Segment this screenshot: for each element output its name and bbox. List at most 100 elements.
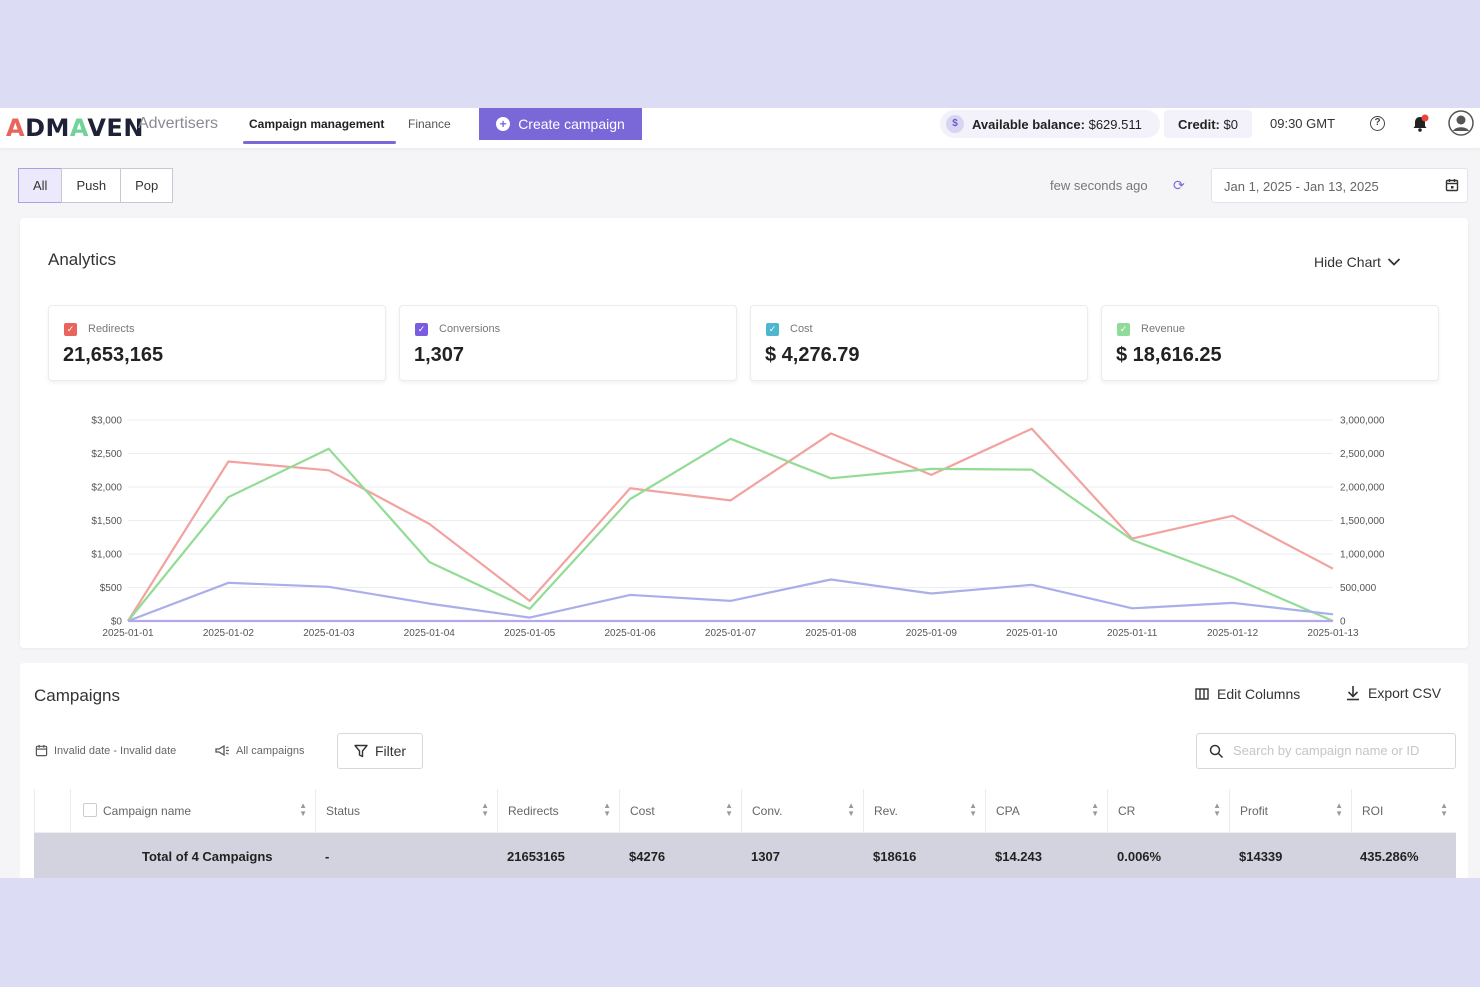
chevron-down-icon <box>1387 258 1401 266</box>
total-cr: 0.006% <box>1117 849 1162 864</box>
hide-chart-label: Hide Chart <box>1314 254 1381 270</box>
total-conversions: 1307 <box>751 849 780 864</box>
x-tick-label: 2025-01-04 <box>404 628 456 639</box>
checkbox-checked-icon[interactable]: ✓ <box>1117 323 1130 336</box>
select-all-checkbox[interactable] <box>83 803 97 817</box>
x-tick-label: 2025-01-13 <box>1307 628 1359 639</box>
y-right-tick-label: 2,500,000 <box>1340 449 1385 460</box>
x-tick-label: 2025-01-12 <box>1207 628 1259 639</box>
campaign-filter-label: All campaigns <box>236 744 305 757</box>
sort-icon: ▲ ▼ <box>725 801 733 818</box>
column-label: Redirects <box>508 804 559 818</box>
x-tick-label: 2025-01-09 <box>906 628 958 639</box>
export-csv-button[interactable]: Export CSV <box>1346 685 1441 701</box>
date-range-picker[interactable]: Jan 1, 2025 - Jan 13, 2025 <box>1211 168 1468 203</box>
metric-card-cost[interactable]: ✓ Cost $ 4,276.79 <box>750 305 1088 381</box>
hide-chart-toggle[interactable]: Hide Chart <box>1314 254 1401 270</box>
y-left-tick-label: $0 <box>111 617 123 628</box>
table-date-filter[interactable]: Invalid date - Invalid date <box>35 744 176 757</box>
column-cost[interactable]: Cost ▲ ▼ <box>619 789 741 833</box>
logo-letter: A <box>69 114 88 142</box>
total-status: - <box>325 849 330 864</box>
metric-card-revenue[interactable]: ✓ Revenue $ 18,616.25 <box>1101 305 1439 381</box>
tab-finance[interactable]: Finance <box>408 117 451 131</box>
analytics-title: Analytics <box>48 250 117 269</box>
column-revenue[interactable]: Rev. ▲ ▼ <box>863 789 985 833</box>
header-spacer <box>34 789 70 833</box>
credit-value: $0 <box>1223 116 1238 132</box>
total-cpa: $14.243 <box>995 849 1042 864</box>
calendar-icon <box>35 744 48 757</box>
segment-all[interactable]: All <box>18 168 63 203</box>
download-icon <box>1347 686 1359 701</box>
logo-letter: V <box>87 114 107 142</box>
megaphone-icon <box>215 744 229 757</box>
total-redirects: 21653165 <box>507 849 565 864</box>
column-label: Status <box>326 804 361 818</box>
metric-card-redirects[interactable]: ✓ Redirects 21,653,165 <box>48 305 386 381</box>
filter-button[interactable]: Filter <box>337 733 423 769</box>
column-label: ROI <box>1362 804 1384 818</box>
metric-label: Redirects <box>88 323 135 335</box>
column-campaign-name[interactable]: Campaign name ▲ ▼ <box>70 789 315 833</box>
segment-push[interactable]: Push <box>61 168 122 203</box>
table-total-row: Total of 4 Campaigns - 21653165 $4276 13… <box>34 833 1456 878</box>
last-updated-text: few seconds ago <box>1050 178 1148 193</box>
series-line <box>127 578 1334 623</box>
edit-columns-button[interactable]: Edit Columns <box>1195 686 1300 702</box>
create-campaign-button[interactable]: + Create campaign <box>479 108 642 140</box>
metric-label: Revenue <box>1141 323 1186 335</box>
sort-icon: ▲ ▼ <box>1440 801 1448 818</box>
search-icon <box>1209 744 1224 759</box>
y-left-tick-label: $1,500 <box>91 516 122 527</box>
credit-display: Credit: $0 <box>1164 110 1252 138</box>
analytics-line-chart[interactable]: $3,000 3,000,000 $2,500 2,500,000 $2,000 2,00… <box>0 108 1480 648</box>
balance-value: $629.511 <box>1088 116 1142 132</box>
table-campaign-filter[interactable]: All campaigns <box>215 744 304 757</box>
column-profit[interactable]: Profit ▲ ▼ <box>1229 789 1351 833</box>
total-roi: 435.286% <box>1360 849 1419 864</box>
admaven-logo[interactable]: ADMAVEN <box>6 114 144 142</box>
help-icon[interactable]: ? <box>1370 116 1385 131</box>
y-right-tick-label: 2,000,000 <box>1340 483 1385 494</box>
metric-card-conversions[interactable]: ✓ Conversions 1,307 <box>399 305 737 381</box>
balance-label: Available balance: <box>972 116 1085 132</box>
y-left-tick-label: $3,000 <box>91 416 122 427</box>
table-header: Campaign name ▲ ▼ Status ▲ ▼ Redirects ▲ ▼ … <box>34 789 1456 833</box>
available-balance[interactable]: $ Available balance: $629.511 <box>940 110 1160 138</box>
x-tick-label: 2025-01-06 <box>605 628 657 639</box>
y-right-tick-label: 0 <box>1340 617 1346 628</box>
clock-time: 09:30 GMT <box>1270 116 1336 131</box>
campaign-type-segmented-control: All Push Pop <box>18 168 174 203</box>
logo-letter: D <box>25 114 46 142</box>
column-roi[interactable]: ROI ▲ ▼ <box>1351 789 1456 833</box>
date-range-value: Jan 1, 2025 - Jan 13, 2025 <box>1224 179 1379 194</box>
checkbox-checked-icon[interactable]: ✓ <box>766 323 779 336</box>
logo-letter: A <box>6 114 26 142</box>
column-status[interactable]: Status ▲ ▼ <box>315 789 497 833</box>
column-cr[interactable]: CR ▲ ▼ <box>1107 789 1229 833</box>
segment-pop[interactable]: Pop <box>120 168 174 203</box>
total-cost: $4276 <box>629 849 666 864</box>
column-label: CR <box>1118 804 1136 818</box>
logo-letter: E <box>106 114 124 142</box>
user-avatar-icon[interactable] <box>1448 110 1474 136</box>
search-input[interactable] <box>1233 743 1443 758</box>
metric-value: 21,653,165 <box>63 344 164 366</box>
export-csv-label: Export CSV <box>1368 685 1442 701</box>
bell-icon[interactable] <box>1410 114 1430 134</box>
column-conversions[interactable]: Conv. ▲ ▼ <box>741 789 863 833</box>
calendar-icon <box>1445 179 1459 192</box>
total-profit: $14339 <box>1239 849 1283 864</box>
column-redirects[interactable]: Redirects ▲ ▼ <box>497 789 619 833</box>
x-tick-label: 2025-01-03 <box>303 628 355 639</box>
column-label: Cost <box>630 804 655 818</box>
checkbox-checked-icon[interactable]: ✓ <box>415 323 428 336</box>
x-tick-label: 2025-01-05 <box>504 628 556 639</box>
checkbox-checked-icon[interactable]: ✓ <box>64 323 77 336</box>
y-left-tick-label: $2,500 <box>91 449 122 460</box>
sort-icon: ▲ ▼ <box>969 801 977 818</box>
tab-campaign-management[interactable]: Campaign management <box>249 117 385 131</box>
refresh-icon[interactable]: ⟳ <box>1173 177 1185 193</box>
column-cpa[interactable]: CPA ▲ ▼ <box>985 789 1107 833</box>
